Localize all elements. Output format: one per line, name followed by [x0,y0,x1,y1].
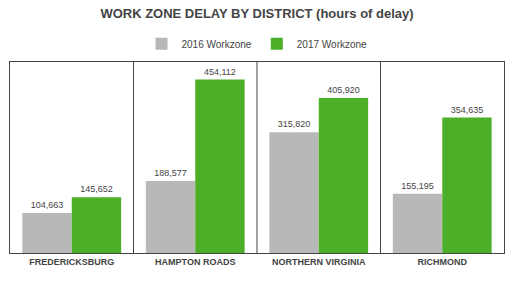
svg-text:2016 Workzone: 2016 Workzone [182,39,252,50]
svg-text:104,663: 104,663 [31,200,64,210]
svg-text:2017 Workzone: 2017 Workzone [297,39,367,50]
svg-text:WORK ZONE DELAY BY DISTRICT (h: WORK ZONE DELAY BY DISTRICT (hours of de… [100,6,413,21]
svg-text:HAMPTON ROADS: HAMPTON ROADS [155,257,235,267]
svg-text:405,920: 405,920 [327,85,360,95]
svg-text:NORTHERN VIRGINIA: NORTHERN VIRGINIA [272,257,366,267]
svg-text:454,112: 454,112 [204,67,236,77]
svg-text:145,652: 145,652 [80,184,113,194]
svg-text:188,577: 188,577 [154,168,187,178]
svg-text:FREDERICKSBURG: FREDERICKSBURG [29,257,114,267]
svg-text:315,820: 315,820 [278,119,311,129]
svg-text:RICHMOND: RICHMOND [418,257,468,267]
svg-text:155,195: 155,195 [401,181,434,191]
svg-text:354,635: 354,635 [451,105,484,115]
